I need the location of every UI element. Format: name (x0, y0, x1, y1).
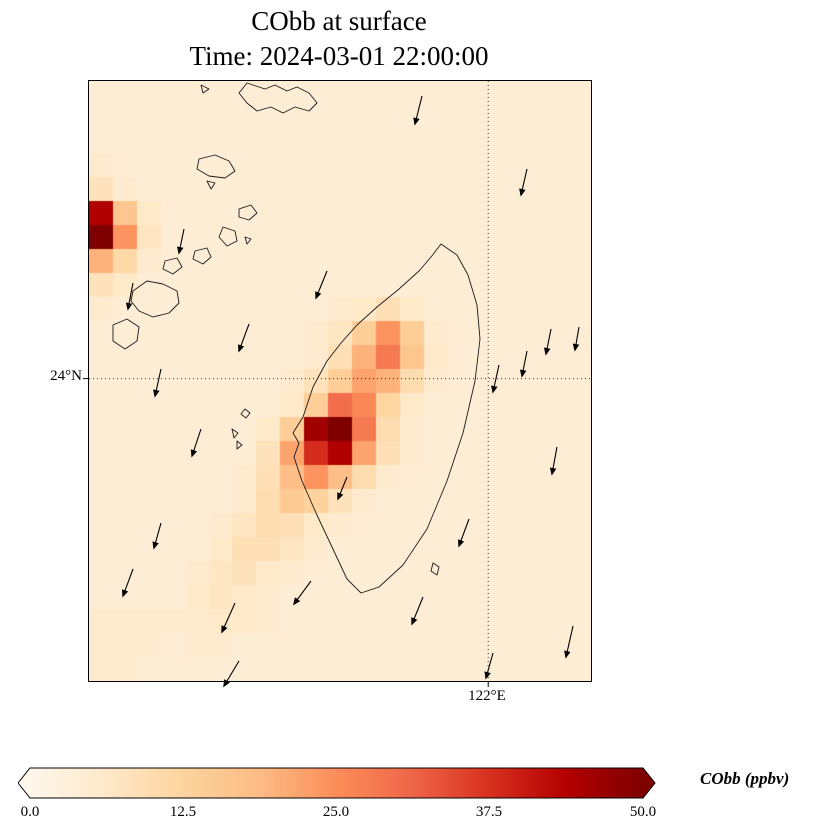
island-coastline (238, 204, 258, 221)
map-overlay (83, 81, 591, 688)
plot-subtitle: Time: 2024-03-01 22:00:00 (189, 41, 489, 71)
taiwan-coastline (292, 243, 481, 594)
island-coastline (112, 318, 140, 350)
gridlines-group (83, 81, 591, 687)
colorbar-tick-label: 25.0 (322, 804, 350, 820)
island-coastline (236, 440, 243, 450)
island-coastline (196, 154, 236, 179)
lat-tick-label: 24°N (50, 368, 82, 384)
colorbar-label: CObb (ppbv) (700, 769, 790, 788)
lon-tick-label: 122°E (468, 688, 506, 704)
plot-title: CObb at surface (251, 6, 427, 36)
island-coastline (162, 257, 183, 275)
colorbar (18, 767, 656, 799)
island-coastline (430, 562, 440, 576)
colorbar-tick-label: 0.0 (20, 804, 40, 820)
colorbar-tick-label: 12.5 (169, 804, 197, 820)
island-coastline (218, 226, 238, 247)
colorbar-gradient-bar (18, 767, 656, 799)
island-coastline (240, 408, 251, 419)
wind-arrows-group (122, 95, 580, 688)
island-coastline (206, 180, 216, 190)
heatmap-canvas (89, 81, 591, 681)
island-coastline (200, 84, 210, 94)
island-coastline (192, 247, 212, 265)
island-coastline (231, 428, 239, 439)
map-axes (83, 80, 592, 688)
island-coastline (130, 280, 180, 318)
island-coastline (244, 236, 252, 245)
island-coastline (238, 82, 318, 114)
colorbar-tick-label: 37.5 (475, 804, 503, 820)
colorbar-tick-label: 50.0 (629, 804, 657, 820)
coastlines-group (112, 82, 481, 594)
